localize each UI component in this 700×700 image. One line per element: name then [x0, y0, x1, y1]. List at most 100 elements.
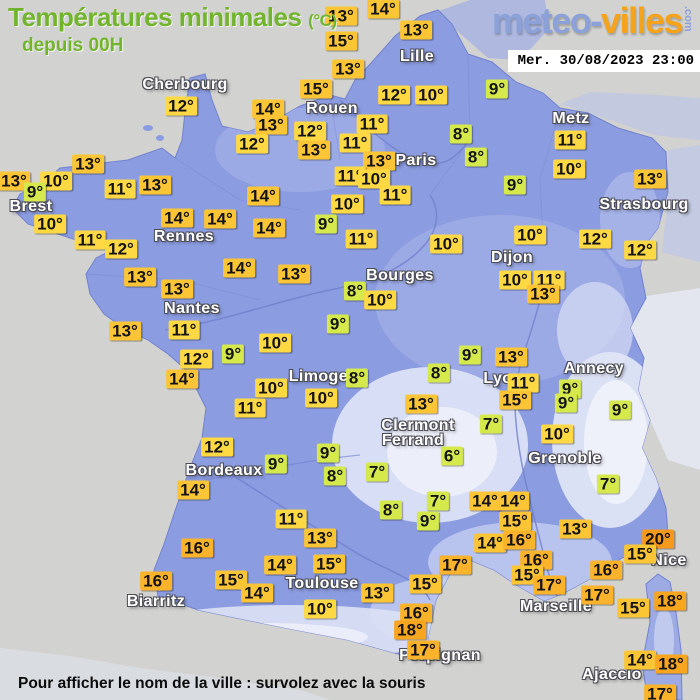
temp-label[interactable]: 14°	[474, 533, 506, 553]
temp-label[interactable]: 10°	[40, 171, 72, 191]
temp-label[interactable]: 16°	[181, 538, 213, 558]
temp-label[interactable]: 14°	[469, 491, 501, 511]
temp-label[interactable]: 16°	[400, 603, 432, 623]
temp-label[interactable]: 11°	[345, 229, 377, 249]
temp-label[interactable]: 9°	[458, 345, 482, 365]
temp-label[interactable]: 9°	[326, 314, 350, 334]
temp-label[interactable]: 13°	[400, 20, 432, 40]
temp-label[interactable]: 12°	[180, 349, 212, 369]
temp-label[interactable]: 13°	[0, 171, 30, 191]
temp-label[interactable]: 14°	[177, 480, 209, 500]
temp-label[interactable]: 12°	[165, 96, 197, 116]
temp-label[interactable]: 13°	[139, 175, 171, 195]
temp-label[interactable]: 18°	[394, 620, 426, 640]
temp-label[interactable]: 11°	[104, 179, 136, 199]
temp-label[interactable]: 14°	[166, 369, 198, 389]
temp-label[interactable]: 15°	[409, 574, 441, 594]
temp-label[interactable]: 13°	[363, 151, 395, 171]
meteo-villes-logo[interactable]: meteo-villes .com	[492, 0, 694, 42]
temp-label[interactable]: 8°	[464, 147, 488, 167]
temp-label[interactable]: 11°	[275, 509, 307, 529]
temp-label[interactable]: 14°	[241, 583, 273, 603]
temp-label[interactable]: 13°	[278, 264, 310, 284]
temp-label[interactable]: 15°	[300, 79, 332, 99]
temp-label[interactable]: 13°	[161, 279, 193, 299]
temp-label[interactable]: 9°	[485, 79, 509, 99]
temp-label[interactable]: 17°	[581, 585, 613, 605]
temp-label[interactable]: 10°	[415, 85, 447, 105]
temp-label[interactable]: 7°	[426, 491, 450, 511]
temp-label[interactable]: 14°	[497, 491, 529, 511]
temp-label[interactable]: 18°	[655, 654, 687, 674]
temp-label[interactable]: 18°	[654, 591, 686, 611]
temp-label[interactable]: 10°	[514, 225, 546, 245]
temp-label[interactable]: 11°	[168, 320, 200, 340]
temp-label[interactable]: 11°	[234, 398, 266, 418]
temp-label[interactable]: 11°	[554, 130, 586, 150]
temp-label[interactable]: 12°	[294, 121, 326, 141]
temp-label[interactable]: 11°	[339, 133, 371, 153]
temp-label[interactable]: 8°	[343, 281, 367, 301]
temp-label[interactable]: 14°	[252, 99, 284, 119]
temp-label[interactable]: 12°	[201, 437, 233, 457]
temp-label[interactable]: 15°	[313, 554, 345, 574]
temp-label[interactable]: 9°	[316, 443, 340, 463]
temp-label[interactable]: 17°	[439, 555, 471, 575]
temp-label[interactable]: 13°	[634, 169, 666, 189]
temp-label[interactable]: 14°	[253, 218, 285, 238]
temp-label[interactable]: 14°	[223, 258, 255, 278]
temp-label[interactable]: 9°	[416, 511, 440, 531]
temp-label[interactable]: 13°	[495, 347, 527, 367]
temp-label[interactable]: 10°	[255, 378, 287, 398]
temp-label[interactable]: 9°	[503, 175, 527, 195]
temp-label[interactable]: 17°	[407, 640, 439, 660]
temp-label[interactable]: 14°	[161, 208, 193, 228]
temp-label[interactable]: 15°	[499, 390, 531, 410]
temp-label[interactable]: 14°	[264, 555, 296, 575]
temp-label[interactable]: 13°	[304, 528, 336, 548]
temp-label[interactable]: 10°	[259, 333, 291, 353]
temp-label[interactable]: 6°	[440, 446, 464, 466]
temp-label[interactable]: 16°	[590, 560, 622, 580]
temp-label[interactable]: 14°	[367, 0, 399, 19]
temp-label[interactable]: 16°	[140, 571, 172, 591]
temp-label[interactable]: 14°	[247, 186, 279, 206]
temp-label[interactable]: 9°	[23, 182, 47, 202]
temp-label[interactable]: 15°	[499, 511, 531, 531]
temp-label[interactable]: 10°	[499, 270, 531, 290]
temp-label[interactable]: 13°	[332, 59, 364, 79]
temp-label[interactable]: 10°	[541, 424, 573, 444]
temp-label[interactable]: 11°	[356, 114, 388, 134]
temp-label[interactable]: 10°	[304, 599, 336, 619]
temp-label[interactable]: 10°	[358, 169, 390, 189]
temp-label[interactable]: 15°	[617, 598, 649, 618]
temp-label[interactable]: 13°	[361, 583, 393, 603]
temp-label[interactable]: 17°	[644, 684, 676, 700]
temp-label[interactable]: 9°	[264, 454, 288, 474]
temp-label[interactable]: 15°	[215, 570, 247, 590]
temp-label[interactable]: 17°	[533, 575, 565, 595]
temp-label[interactable]: 12°	[378, 85, 410, 105]
temp-label[interactable]: 7°	[596, 474, 620, 494]
temp-label[interactable]: 10°	[553, 159, 585, 179]
temp-label[interactable]: 15°	[624, 544, 656, 564]
temp-label[interactable]: 9°	[221, 344, 245, 364]
temp-label[interactable]: 8°	[323, 466, 347, 486]
temp-label[interactable]: 15°	[325, 31, 357, 51]
temp-label[interactable]: 12°	[105, 239, 137, 259]
temp-label[interactable]: 13°	[72, 154, 104, 174]
temp-label[interactable]: 13°	[527, 284, 559, 304]
temp-label[interactable]: 13°	[124, 267, 156, 287]
temp-label[interactable]: 9°	[608, 400, 632, 420]
temp-label[interactable]: 12°	[579, 229, 611, 249]
temp-label[interactable]: 11°	[334, 166, 366, 186]
temp-label[interactable]: 11°	[507, 373, 539, 393]
temp-label[interactable]: 13°	[559, 519, 591, 539]
temp-label[interactable]: 16°	[520, 550, 552, 570]
temp-label[interactable]: 14°	[204, 209, 236, 229]
temp-label[interactable]: 8°	[449, 124, 473, 144]
temp-label[interactable]: 8°	[379, 500, 403, 520]
temp-label[interactable]: 13°	[109, 321, 141, 341]
temp-label[interactable]: 10°	[305, 388, 337, 408]
temp-label[interactable]: 11°	[379, 185, 411, 205]
